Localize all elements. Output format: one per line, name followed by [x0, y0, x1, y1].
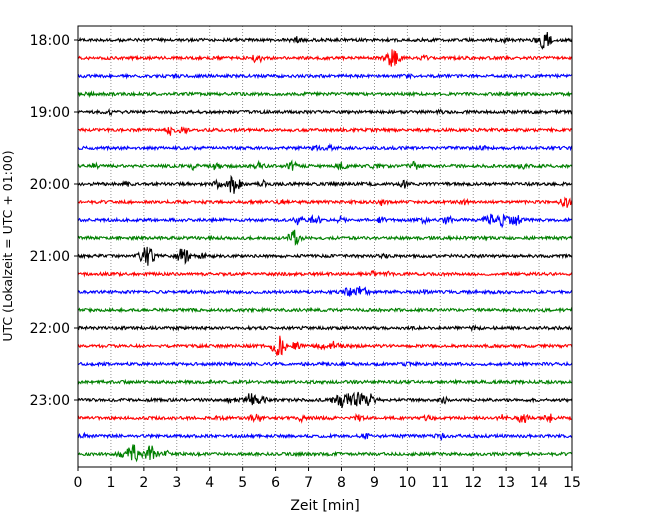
y-tick-label: 21:00: [30, 249, 70, 265]
y-tick-label: 22:00: [30, 321, 70, 337]
x-tick-label: 10: [398, 475, 416, 491]
seismogram-trace: [77, 126, 573, 136]
seismogram-trace: [77, 90, 573, 99]
y-tick-label: 20:00: [30, 177, 70, 193]
y-tick-label: 19:00: [30, 105, 70, 121]
seismogram-trace: [77, 270, 573, 278]
trace-lines: [77, 32, 573, 463]
seismogram-trace: [77, 196, 573, 208]
seismogram-trace: [77, 174, 573, 194]
x-tick-label: 6: [271, 475, 280, 491]
y-axis: 18:00 19:00 20:00 21:00 22:00 23:00: [30, 33, 78, 409]
seismogram-trace: [77, 444, 573, 463]
seismogram-trace: [77, 142, 573, 152]
x-tick-label: 1: [106, 475, 115, 491]
x-axis: 0 1 2 3 4 5 6 7 8 9 10 11 12 13 14 15: [74, 467, 581, 491]
seismogram-trace: [77, 229, 573, 246]
x-tick-label: 12: [464, 475, 482, 491]
y-axis-label: UTC (Lokalzeit = UTC + 01:00): [0, 150, 15, 341]
x-tick-label: 7: [304, 475, 313, 491]
x-axis-label: Zeit [min]: [290, 498, 359, 514]
x-tick-label: 9: [370, 475, 379, 491]
seismogram-trace: [77, 378, 573, 386]
seismogram-trace: [77, 306, 573, 314]
seismogram-trace: [77, 32, 573, 50]
seismogram-trace: [77, 335, 573, 356]
seismogram-trace: [77, 324, 573, 333]
seismogram-trace: [77, 246, 573, 266]
seismogram-trace: [77, 49, 573, 67]
seismogram-trace: [77, 412, 573, 424]
x-tick-label: 5: [238, 475, 247, 491]
seismogram-trace: [77, 391, 573, 409]
x-tick-label: 13: [497, 475, 515, 491]
x-tick-label: 4: [205, 475, 214, 491]
seismogram-trace: [77, 107, 573, 117]
y-tick-label: 18:00: [30, 33, 70, 49]
seismogram-trace: [77, 431, 573, 441]
y-tick-label: 23:00: [30, 393, 70, 409]
x-tick-label: 11: [431, 475, 449, 491]
x-tick-label: 15: [563, 475, 581, 491]
x-tick-label: 8: [337, 475, 346, 491]
seismogram-trace: [77, 159, 573, 172]
seismogram-trace: [77, 286, 573, 297]
x-tick-label: 0: [74, 475, 83, 491]
seismogram-trace: [77, 360, 573, 368]
x-tick-label: 14: [530, 475, 548, 491]
x-tick-label: 2: [139, 475, 148, 491]
seismogram-trace: [77, 72, 573, 80]
plot-background: [78, 26, 572, 467]
seismogram-trace: [77, 213, 573, 229]
plot-frame: [77, 25, 573, 468]
x-tick-label: 3: [172, 475, 181, 491]
